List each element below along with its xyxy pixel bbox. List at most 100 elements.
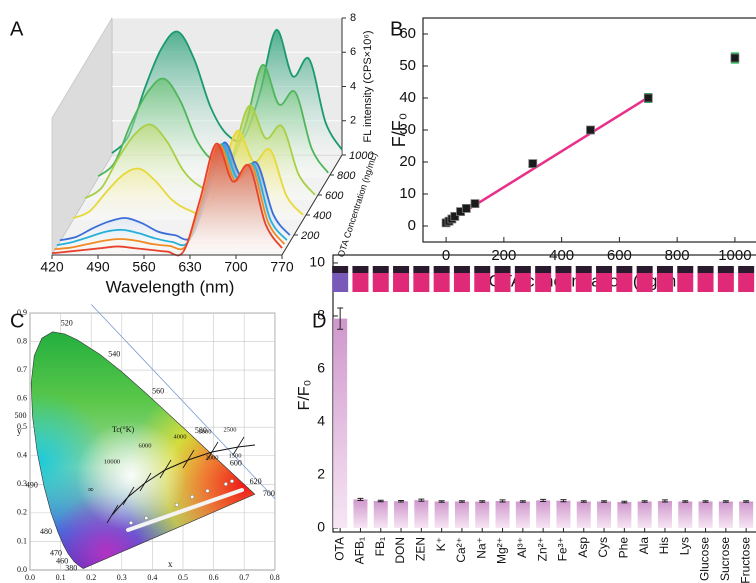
y-tick-label: 0.2 bbox=[17, 508, 27, 517]
error-bar bbox=[682, 500, 689, 503]
cct-label: 1500 bbox=[229, 452, 242, 459]
bar bbox=[414, 500, 429, 529]
spectral-locus bbox=[30, 331, 256, 569]
y-tick-label: 0 bbox=[408, 217, 416, 234]
y-axis-title: FL intensity (CPS×10⁶) bbox=[362, 30, 374, 142]
vial-cap bbox=[453, 266, 470, 273]
x-tick-label: 700 bbox=[224, 259, 248, 275]
x-tick-label: Cys bbox=[596, 537, 610, 558]
y-tick-label: 40 bbox=[399, 89, 416, 106]
bar bbox=[373, 500, 388, 529]
x-tick-label: 420 bbox=[40, 259, 64, 275]
vial-body bbox=[697, 273, 714, 292]
locus-label: 540 bbox=[108, 349, 120, 358]
x-tick-label: 630 bbox=[178, 259, 202, 275]
x-tick-label: Glucose bbox=[698, 537, 712, 581]
bar bbox=[657, 500, 672, 529]
vial-cap bbox=[494, 266, 511, 273]
error-bar bbox=[438, 500, 445, 503]
spectrum-area bbox=[52, 143, 282, 256]
vial-cap bbox=[717, 266, 734, 273]
bar bbox=[617, 502, 632, 529]
vial-body bbox=[514, 273, 531, 292]
bar bbox=[739, 501, 754, 529]
locus-label: 480 bbox=[40, 527, 52, 536]
error-bar bbox=[702, 500, 709, 503]
z-axis-title: OTA Concentration (ng/mL) bbox=[336, 151, 379, 258]
vial-body bbox=[717, 273, 734, 292]
z-tick-label: 200 bbox=[300, 230, 320, 242]
y-tick-label: 0.8 bbox=[17, 336, 27, 345]
panel-label: D bbox=[312, 310, 326, 332]
bar bbox=[353, 499, 368, 529]
isotherm bbox=[182, 449, 195, 469]
vial-cap bbox=[332, 266, 349, 273]
locus-label: 490 bbox=[26, 481, 38, 490]
x-tick-label: His bbox=[657, 537, 671, 554]
x-tick-label: 0.8 bbox=[270, 573, 280, 582]
y-tick-label: 0.4 bbox=[17, 451, 27, 460]
y-tick-label: 0.5 bbox=[17, 422, 27, 431]
x-tick-label: Zn²⁺ bbox=[535, 537, 549, 561]
y-tick-label: 0.0 bbox=[17, 565, 27, 574]
bar bbox=[454, 501, 469, 529]
error-bar bbox=[398, 499, 405, 503]
data-point bbox=[730, 53, 740, 63]
data-point bbox=[190, 494, 195, 499]
cct-label: 4000 bbox=[174, 433, 187, 440]
y-axis-title: F/F₀ bbox=[296, 380, 313, 411]
vial-cap bbox=[514, 266, 531, 273]
error-bar bbox=[479, 500, 486, 503]
error-bar bbox=[601, 500, 608, 503]
x-axis-title: x bbox=[168, 559, 173, 569]
cct-label: 2500 bbox=[224, 426, 237, 433]
bar bbox=[698, 501, 713, 529]
locus-label: 620 bbox=[250, 477, 262, 486]
vial-body bbox=[332, 273, 349, 292]
error-bar bbox=[519, 500, 526, 503]
error-bar bbox=[357, 497, 364, 501]
vial-cap bbox=[738, 266, 755, 273]
bar bbox=[515, 501, 530, 529]
data-point bbox=[223, 482, 228, 487]
data-point bbox=[229, 479, 234, 484]
error-bar bbox=[458, 500, 465, 503]
y-tick-label: 8 bbox=[317, 307, 325, 323]
data-point bbox=[128, 520, 133, 525]
x-tick-label: Ala bbox=[637, 537, 651, 555]
bar bbox=[718, 501, 733, 529]
vial-cap bbox=[372, 266, 389, 273]
vial-body bbox=[738, 273, 755, 292]
plot-frame bbox=[332, 254, 756, 533]
isotherm bbox=[232, 436, 245, 456]
y-tick-label: 8 bbox=[350, 12, 356, 24]
y-tick-label: 0.1 bbox=[17, 536, 27, 545]
locus-label: 470 bbox=[50, 548, 62, 557]
vial-body bbox=[636, 273, 653, 292]
x-tick-label: Phe bbox=[617, 537, 631, 559]
planckian-locus bbox=[111, 444, 256, 516]
vial-body bbox=[555, 273, 572, 292]
bar bbox=[637, 501, 652, 529]
x-tick-label: DON bbox=[393, 537, 407, 564]
z-axis bbox=[281, 154, 343, 256]
bar bbox=[678, 501, 693, 529]
y-tick-label: 4 bbox=[350, 80, 356, 92]
y-tick-label: 0.6 bbox=[17, 393, 27, 402]
bar bbox=[333, 318, 348, 529]
x-tick-label: FB₁ bbox=[373, 537, 387, 556]
error-bar bbox=[722, 500, 729, 503]
vial-body bbox=[535, 273, 552, 292]
x-tick-label: 0.2 bbox=[86, 573, 96, 582]
locus-label: 600 bbox=[230, 458, 242, 467]
vial-cap bbox=[413, 266, 430, 273]
cct-label: 3000 bbox=[199, 428, 212, 435]
vial-body bbox=[575, 273, 592, 292]
y-tick-label: 4 bbox=[317, 413, 325, 429]
y-tick-label: 10 bbox=[399, 185, 416, 202]
error-bar bbox=[560, 499, 567, 503]
vial-body bbox=[474, 273, 491, 292]
vial-body bbox=[616, 273, 633, 292]
